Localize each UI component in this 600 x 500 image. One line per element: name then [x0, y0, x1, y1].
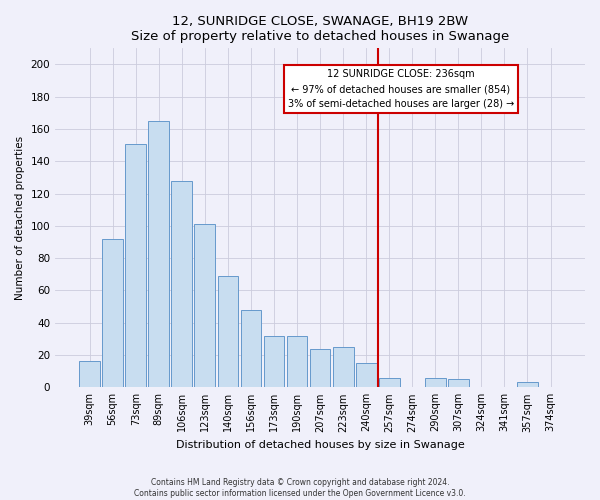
Bar	[172, 180, 192, 388]
Bar	[218, 276, 238, 388]
Text: 12 SUNRIDGE CLOSE: 236sqm
← 97% of detached houses are smaller (854)
3% of semi-: 12 SUNRIDGE CLOSE: 236sqm ← 97% of detac…	[287, 70, 514, 109]
Bar	[356, 363, 377, 388]
Bar	[333, 347, 353, 388]
X-axis label: Distribution of detached houses by size in Swanage: Distribution of detached houses by size …	[176, 440, 464, 450]
Bar	[79, 362, 100, 388]
Bar	[194, 224, 215, 388]
Bar	[517, 382, 538, 388]
Bar	[263, 336, 284, 388]
Bar	[241, 310, 262, 388]
Bar	[310, 348, 331, 388]
Y-axis label: Number of detached properties: Number of detached properties	[15, 136, 25, 300]
Bar	[379, 378, 400, 388]
Bar	[287, 336, 307, 388]
Bar	[448, 379, 469, 388]
Title: 12, SUNRIDGE CLOSE, SWANAGE, BH19 2BW
Size of property relative to detached hous: 12, SUNRIDGE CLOSE, SWANAGE, BH19 2BW Si…	[131, 15, 509, 43]
Text: Contains HM Land Registry data © Crown copyright and database right 2024.
Contai: Contains HM Land Registry data © Crown c…	[134, 478, 466, 498]
Bar	[125, 144, 146, 388]
Bar	[425, 378, 446, 388]
Bar	[148, 121, 169, 388]
Bar	[102, 239, 123, 388]
